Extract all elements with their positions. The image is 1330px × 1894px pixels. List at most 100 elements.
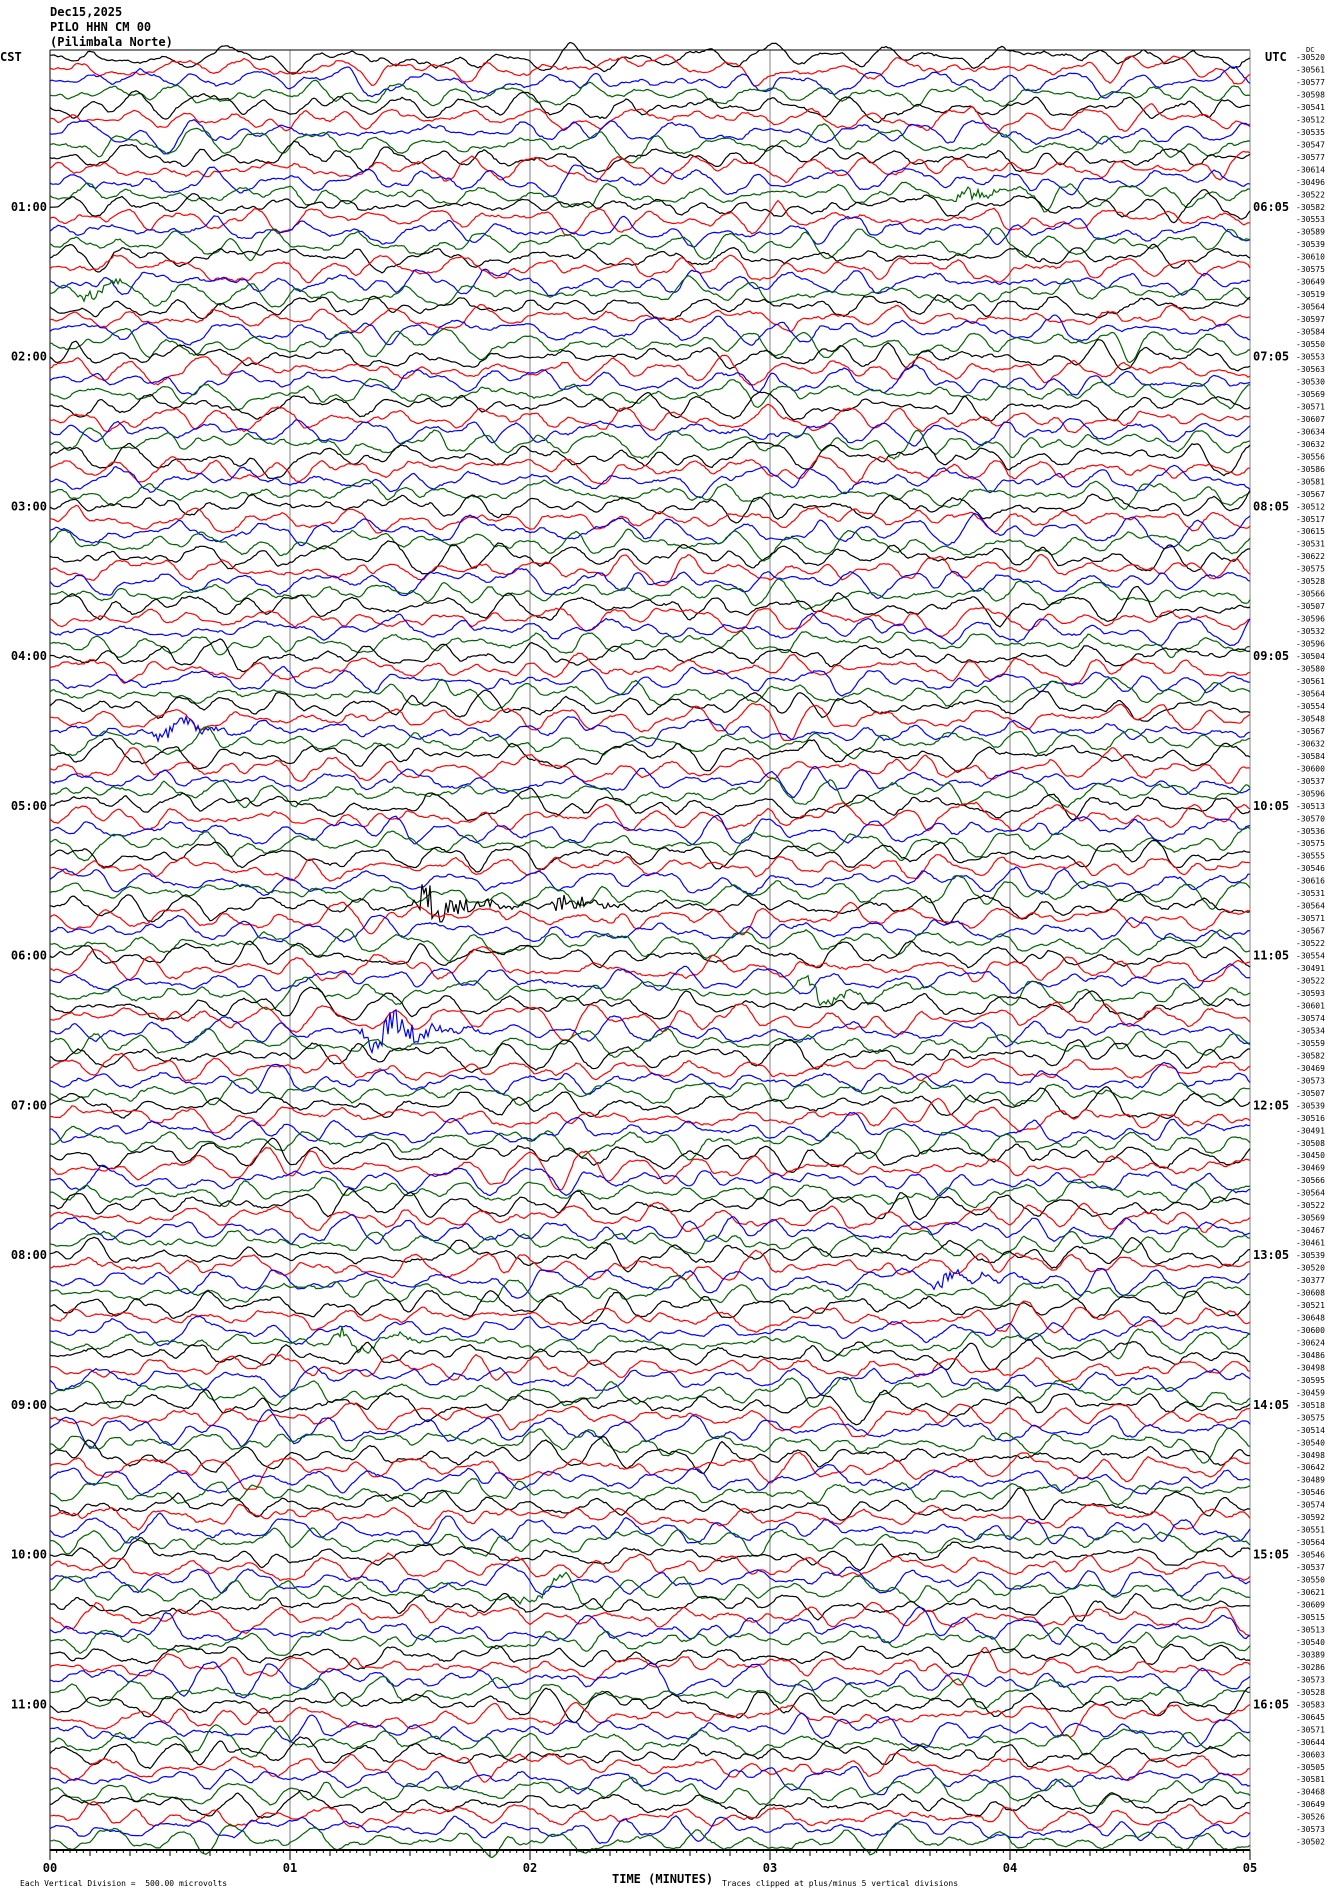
trace-row [49, 181, 1251, 213]
trace-offset-label: -30539 [1296, 240, 1325, 249]
trace-offset-label: -30539 [1296, 1101, 1325, 1110]
trace-offset-label: -30556 [1296, 452, 1325, 461]
trace-row [49, 464, 1251, 499]
trace-row [49, 1146, 1251, 1191]
trace-offset-label: -30553 [1296, 353, 1325, 362]
trace-row [49, 1338, 1251, 1371]
trace-row [49, 364, 1251, 396]
trace-row [49, 227, 1251, 262]
trace-offset-label: -30589 [1296, 228, 1325, 237]
trace-offset-label: -30596 [1296, 789, 1325, 798]
trace-offset-label: -30550 [1296, 1576, 1325, 1585]
clip-note: Traces clipped at plus/minus 5 vertical … [722, 1879, 959, 1888]
trace-offset-label: -30577 [1296, 78, 1325, 87]
trace-offset-label: -30504 [1296, 652, 1325, 661]
trace-offset-label: -30546 [1296, 864, 1325, 873]
trace-row [49, 1300, 1251, 1334]
trace-offset-label: -30513 [1296, 1625, 1325, 1634]
trace-offset-label: -30515 [1296, 1613, 1325, 1622]
station-label: PILO HHN CM 00 [50, 20, 152, 34]
trace-offset-label: -30595 [1296, 1376, 1325, 1385]
trace-offset-label: -30508 [1296, 1139, 1325, 1148]
trace-row [49, 427, 1251, 460]
trace-offset-label: -30598 [1296, 90, 1325, 99]
trace-row [49, 377, 1251, 411]
trace-row [49, 1477, 1251, 1506]
trace-offset-label: -30491 [1296, 1126, 1325, 1135]
trace-row [49, 417, 1251, 447]
trace-row [49, 103, 1251, 134]
trace-row [49, 1800, 1251, 1832]
dc-label: DC [1306, 46, 1314, 54]
trace-row [49, 199, 1251, 237]
trace-offset-label: -30507 [1296, 602, 1325, 611]
trace-offset-label: -30581 [1296, 477, 1325, 486]
trace-row [49, 986, 1251, 1021]
trace-offset-label: -30559 [1296, 1039, 1325, 1048]
trace-offset-label: -30645 [1296, 1713, 1325, 1722]
trace-row [49, 854, 1251, 882]
trace-offset-label: -30461 [1296, 1239, 1325, 1248]
trace-row [49, 268, 1251, 297]
trace-offset-label: -30516 [1296, 1114, 1325, 1123]
trace-offset-label: -30570 [1296, 814, 1325, 823]
trace-row [49, 1236, 1251, 1273]
trace-row [49, 1290, 1251, 1325]
trace-offset-label: -30592 [1296, 1513, 1325, 1522]
trace-row [49, 914, 1251, 943]
trace-offset-label: -30567 [1296, 490, 1325, 499]
right-hour-label: 07:05 [1253, 350, 1289, 364]
trace-row [49, 243, 1251, 274]
trace-offset-label: -30551 [1296, 1526, 1325, 1535]
trace-offset-label: -30581 [1296, 1775, 1325, 1784]
trace-row [49, 726, 1251, 760]
trace-row [49, 1274, 1251, 1307]
trace-offset-label: -30522 [1296, 939, 1325, 948]
trace-row [49, 150, 1251, 185]
trace-offset-label: -30512 [1296, 115, 1325, 124]
trace-row [49, 122, 1251, 164]
trace-offset-label: -30574 [1296, 1014, 1325, 1023]
trace-row [49, 327, 1251, 364]
trace-row [49, 504, 1251, 534]
trace-row [49, 118, 1251, 155]
trace-offset-label: -30554 [1296, 702, 1325, 711]
trace-row [50, 553, 1251, 587]
x-tick-label: 00 [43, 1861, 57, 1875]
right-hour-label: 16:05 [1253, 1697, 1289, 1711]
trace-offset-label: -30389 [1296, 1650, 1325, 1659]
trace-row [49, 455, 1251, 485]
trace-offset-label: -30498 [1296, 1363, 1325, 1372]
trace-offset-label: -30535 [1296, 128, 1325, 137]
trace-offset-label: -30649 [1296, 278, 1325, 287]
trace-offset-label: -30624 [1296, 1338, 1325, 1347]
left-hour-label: 01:00 [11, 200, 47, 214]
right-hour-label: 09:05 [1253, 649, 1289, 663]
left-hour-label: 10:00 [11, 1548, 47, 1562]
trace-offset-label: -30537 [1296, 777, 1325, 786]
trace-offset-label: -30514 [1296, 1426, 1325, 1435]
trace-offset-label: -30507 [1296, 1089, 1325, 1098]
trace-row [49, 607, 1251, 638]
trace-offset-label: -30520 [1296, 1264, 1325, 1273]
left-hour-label: 07:00 [11, 1098, 47, 1112]
trace-offset-label: -30553 [1296, 215, 1325, 224]
trace-offset-label: -30522 [1296, 1201, 1325, 1210]
trace-offset-label: -30532 [1296, 627, 1325, 636]
trace-offset-label: -30377 [1296, 1276, 1325, 1285]
trace-offset-label: -30569 [1296, 390, 1325, 399]
right-hour-label: 11:05 [1253, 949, 1289, 963]
left-hour-label: 02:00 [11, 350, 47, 364]
x-axis-title: TIME (MINUTES) [612, 1872, 714, 1886]
x-tick-label: 02 [523, 1861, 537, 1875]
trace-row [49, 652, 1251, 686]
trace-row [49, 1038, 1250, 1074]
trace-offset-label: -30574 [1296, 1501, 1325, 1510]
trace-row [49, 441, 1251, 480]
trace-offset-label: -30459 [1296, 1388, 1325, 1397]
trace-row [49, 689, 1251, 722]
x-tick-label: 01 [283, 1861, 297, 1875]
right-hour-label: 14:05 [1253, 1398, 1289, 1412]
trace-offset-label: -30575 [1296, 839, 1325, 848]
trace-offset-label: -30622 [1296, 552, 1325, 561]
